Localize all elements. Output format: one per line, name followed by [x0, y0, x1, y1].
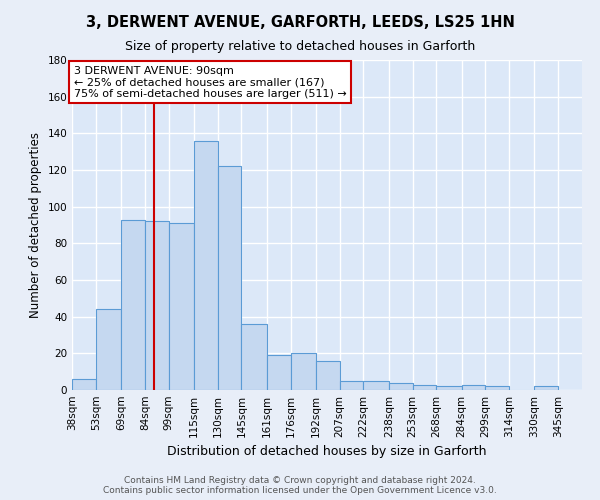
- Bar: [461, 384, 485, 390]
- Bar: [340, 381, 364, 390]
- Text: Contains HM Land Registry data © Crown copyright and database right 2024.
Contai: Contains HM Land Registry data © Crown c…: [103, 476, 497, 495]
- Bar: [72, 379, 96, 390]
- Bar: [389, 382, 413, 390]
- Bar: [413, 384, 436, 390]
- Bar: [316, 360, 340, 390]
- Bar: [241, 324, 267, 390]
- Bar: [169, 223, 194, 390]
- Bar: [96, 310, 121, 390]
- Bar: [535, 386, 558, 390]
- Text: Size of property relative to detached houses in Garforth: Size of property relative to detached ho…: [125, 40, 475, 53]
- Y-axis label: Number of detached properties: Number of detached properties: [29, 132, 42, 318]
- Bar: [290, 354, 316, 390]
- Text: 3 DERWENT AVENUE: 90sqm
← 25% of detached houses are smaller (167)
75% of semi-d: 3 DERWENT AVENUE: 90sqm ← 25% of detache…: [74, 66, 346, 98]
- X-axis label: Distribution of detached houses by size in Garforth: Distribution of detached houses by size …: [167, 446, 487, 458]
- Bar: [145, 222, 169, 390]
- Bar: [218, 166, 241, 390]
- Text: 3, DERWENT AVENUE, GARFORTH, LEEDS, LS25 1HN: 3, DERWENT AVENUE, GARFORTH, LEEDS, LS25…: [86, 15, 514, 30]
- Bar: [194, 140, 218, 390]
- Bar: [436, 386, 461, 390]
- Bar: [485, 386, 509, 390]
- Bar: [364, 381, 389, 390]
- Bar: [121, 220, 145, 390]
- Bar: [267, 355, 290, 390]
